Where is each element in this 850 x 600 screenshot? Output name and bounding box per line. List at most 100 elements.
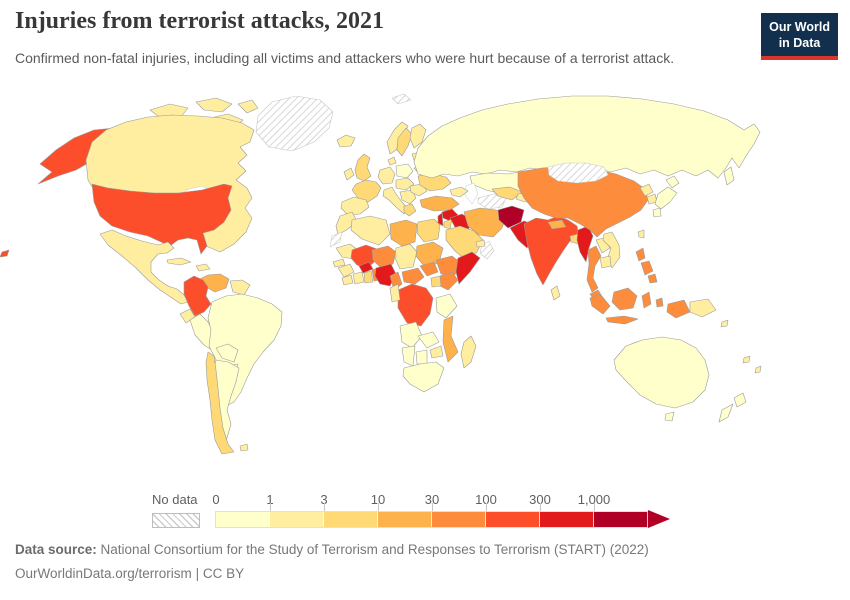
country-sakhalin-russia[interactable] — [723, 166, 735, 186]
country-solomon-islands[interactable] — [720, 319, 729, 328]
country-nigeria[interactable] — [374, 263, 397, 287]
country-philippines-luzon[interactable] — [635, 247, 646, 262]
country-indonesia-moluccas[interactable] — [655, 297, 664, 308]
country-fiji[interactable] — [754, 365, 762, 374]
country-indonesia-sulawesi[interactable] — [641, 291, 652, 309]
legend-bin-1[interactable] — [270, 512, 324, 527]
country-balkans[interactable] — [399, 189, 417, 205]
country-iceland[interactable] — [336, 134, 356, 148]
country-mongolia[interactable] — [547, 162, 609, 184]
country-ivory-coast[interactable] — [352, 271, 365, 285]
country-philippines-mindanao[interactable] — [647, 273, 658, 284]
country-burkina-faso[interactable] — [358, 261, 374, 274]
country-congo-gabon[interactable] — [389, 283, 401, 303]
country-indonesia-java[interactable] — [605, 315, 639, 325]
country-zimbabwe[interactable] — [429, 345, 444, 359]
country-new-caledonia[interactable] — [742, 355, 751, 364]
country-central-african-republic[interactable] — [401, 267, 425, 285]
country-south-africa[interactable] — [402, 361, 445, 393]
country-caucasus[interactable] — [449, 186, 469, 198]
country-afghanistan[interactable] — [497, 205, 525, 229]
country-philippines-visayas[interactable] — [640, 260, 654, 276]
country-niger[interactable] — [371, 245, 397, 268]
country-iran[interactable] — [463, 207, 507, 238]
country-mozambique[interactable] — [442, 315, 459, 363]
country-turkmenistan[interactable] — [477, 193, 507, 210]
country-united-states[interactable] — [91, 183, 233, 255]
country-botswana[interactable] — [415, 349, 428, 365]
country-spain-portugal[interactable] — [340, 196, 370, 216]
country-hawaii-united-states[interactable] — [0, 249, 10, 258]
no-data-swatch[interactable] — [152, 513, 200, 528]
country-denmark[interactable] — [387, 156, 397, 166]
country-somalia[interactable] — [455, 251, 481, 285]
country-cambodia[interactable] — [599, 255, 612, 269]
country-uganda[interactable] — [430, 275, 442, 288]
country-indonesia-sumatra[interactable] — [589, 293, 611, 315]
country-sierra-leone-liberia[interactable] — [341, 274, 354, 286]
country-chile[interactable] — [205, 351, 235, 455]
country-sweden[interactable] — [396, 127, 413, 157]
country-zambia[interactable] — [417, 331, 440, 349]
country-guinea[interactable] — [337, 263, 355, 278]
country-thailand[interactable] — [586, 245, 602, 293]
country-israel-lebanon[interactable] — [437, 212, 444, 227]
country-cameroon[interactable] — [389, 271, 403, 291]
country-indonesia-papua[interactable] — [666, 299, 691, 319]
country-finland[interactable] — [409, 123, 427, 149]
country-poland[interactable] — [395, 163, 414, 179]
legend-bin-2[interactable] — [324, 512, 378, 527]
country-falkland-islands[interactable] — [239, 443, 249, 452]
country-taiwan[interactable] — [637, 229, 645, 239]
country-colombia[interactable] — [183, 275, 212, 317]
country-dr-congo[interactable] — [397, 283, 434, 327]
country-hispaniola[interactable] — [195, 263, 211, 272]
country-new-zealand-north[interactable] — [733, 392, 747, 408]
country-north-korea[interactable] — [639, 183, 654, 197]
legend-bin-6[interactable] — [540, 512, 594, 527]
country-france[interactable] — [351, 179, 382, 203]
legend-bin-5[interactable] — [486, 512, 540, 527]
legend-bin-3[interactable] — [378, 512, 432, 527]
country-germany[interactable] — [377, 166, 396, 185]
country-japan-kyushu[interactable] — [652, 207, 662, 218]
legend-bin-0[interactable] — [216, 512, 270, 527]
country-canada-arctic-islands-4[interactable] — [237, 99, 259, 114]
legend-bin-4[interactable] — [432, 512, 486, 527]
country-tanzania[interactable] — [435, 293, 458, 319]
country-south-sudan[interactable] — [419, 261, 439, 277]
country-cuba[interactable] — [166, 257, 192, 266]
country-greenland[interactable] — [255, 95, 334, 152]
country-mexico-central-america[interactable] — [99, 229, 189, 305]
country-egypt[interactable] — [416, 218, 441, 243]
country-jordan[interactable] — [443, 218, 453, 230]
country-ireland[interactable] — [343, 167, 355, 181]
country-bolivia[interactable] — [215, 343, 239, 363]
country-madagascar[interactable] — [460, 335, 477, 369]
country-turkey[interactable] — [419, 195, 460, 212]
country-borneo[interactable] — [611, 287, 638, 311]
country-uae-qatar[interactable] — [475, 239, 486, 248]
owid-logo[interactable]: Our World in Data — [761, 13, 838, 60]
country-canada-arctic-islands-1[interactable] — [149, 103, 189, 119]
country-russia[interactable] — [413, 95, 761, 179]
country-papua-new-guinea[interactable] — [689, 298, 717, 318]
country-libya[interactable] — [389, 219, 418, 247]
license-link[interactable]: CC BY — [202, 566, 245, 581]
country-nepal[interactable] — [547, 219, 567, 230]
legend-bin-7[interactable] — [594, 512, 648, 527]
country-morocco[interactable] — [335, 211, 358, 236]
country-svalbard[interactable] — [391, 93, 412, 105]
country-united-kingdom[interactable] — [354, 153, 372, 182]
country-sri-lanka[interactable] — [550, 285, 561, 301]
country-india[interactable] — [523, 215, 580, 286]
country-tasmania[interactable] — [664, 411, 675, 422]
country-australia[interactable] — [613, 336, 710, 409]
owid-link[interactable]: OurWorldinData.org/terrorism — [15, 566, 192, 581]
country-canada-arctic-islands-2[interactable] — [195, 97, 233, 113]
country-vietnam[interactable] — [602, 231, 621, 269]
country-guyanas[interactable] — [229, 279, 251, 296]
country-algeria[interactable] — [350, 215, 391, 246]
country-ghana[interactable] — [363, 270, 374, 284]
country-greece[interactable] — [403, 203, 417, 217]
